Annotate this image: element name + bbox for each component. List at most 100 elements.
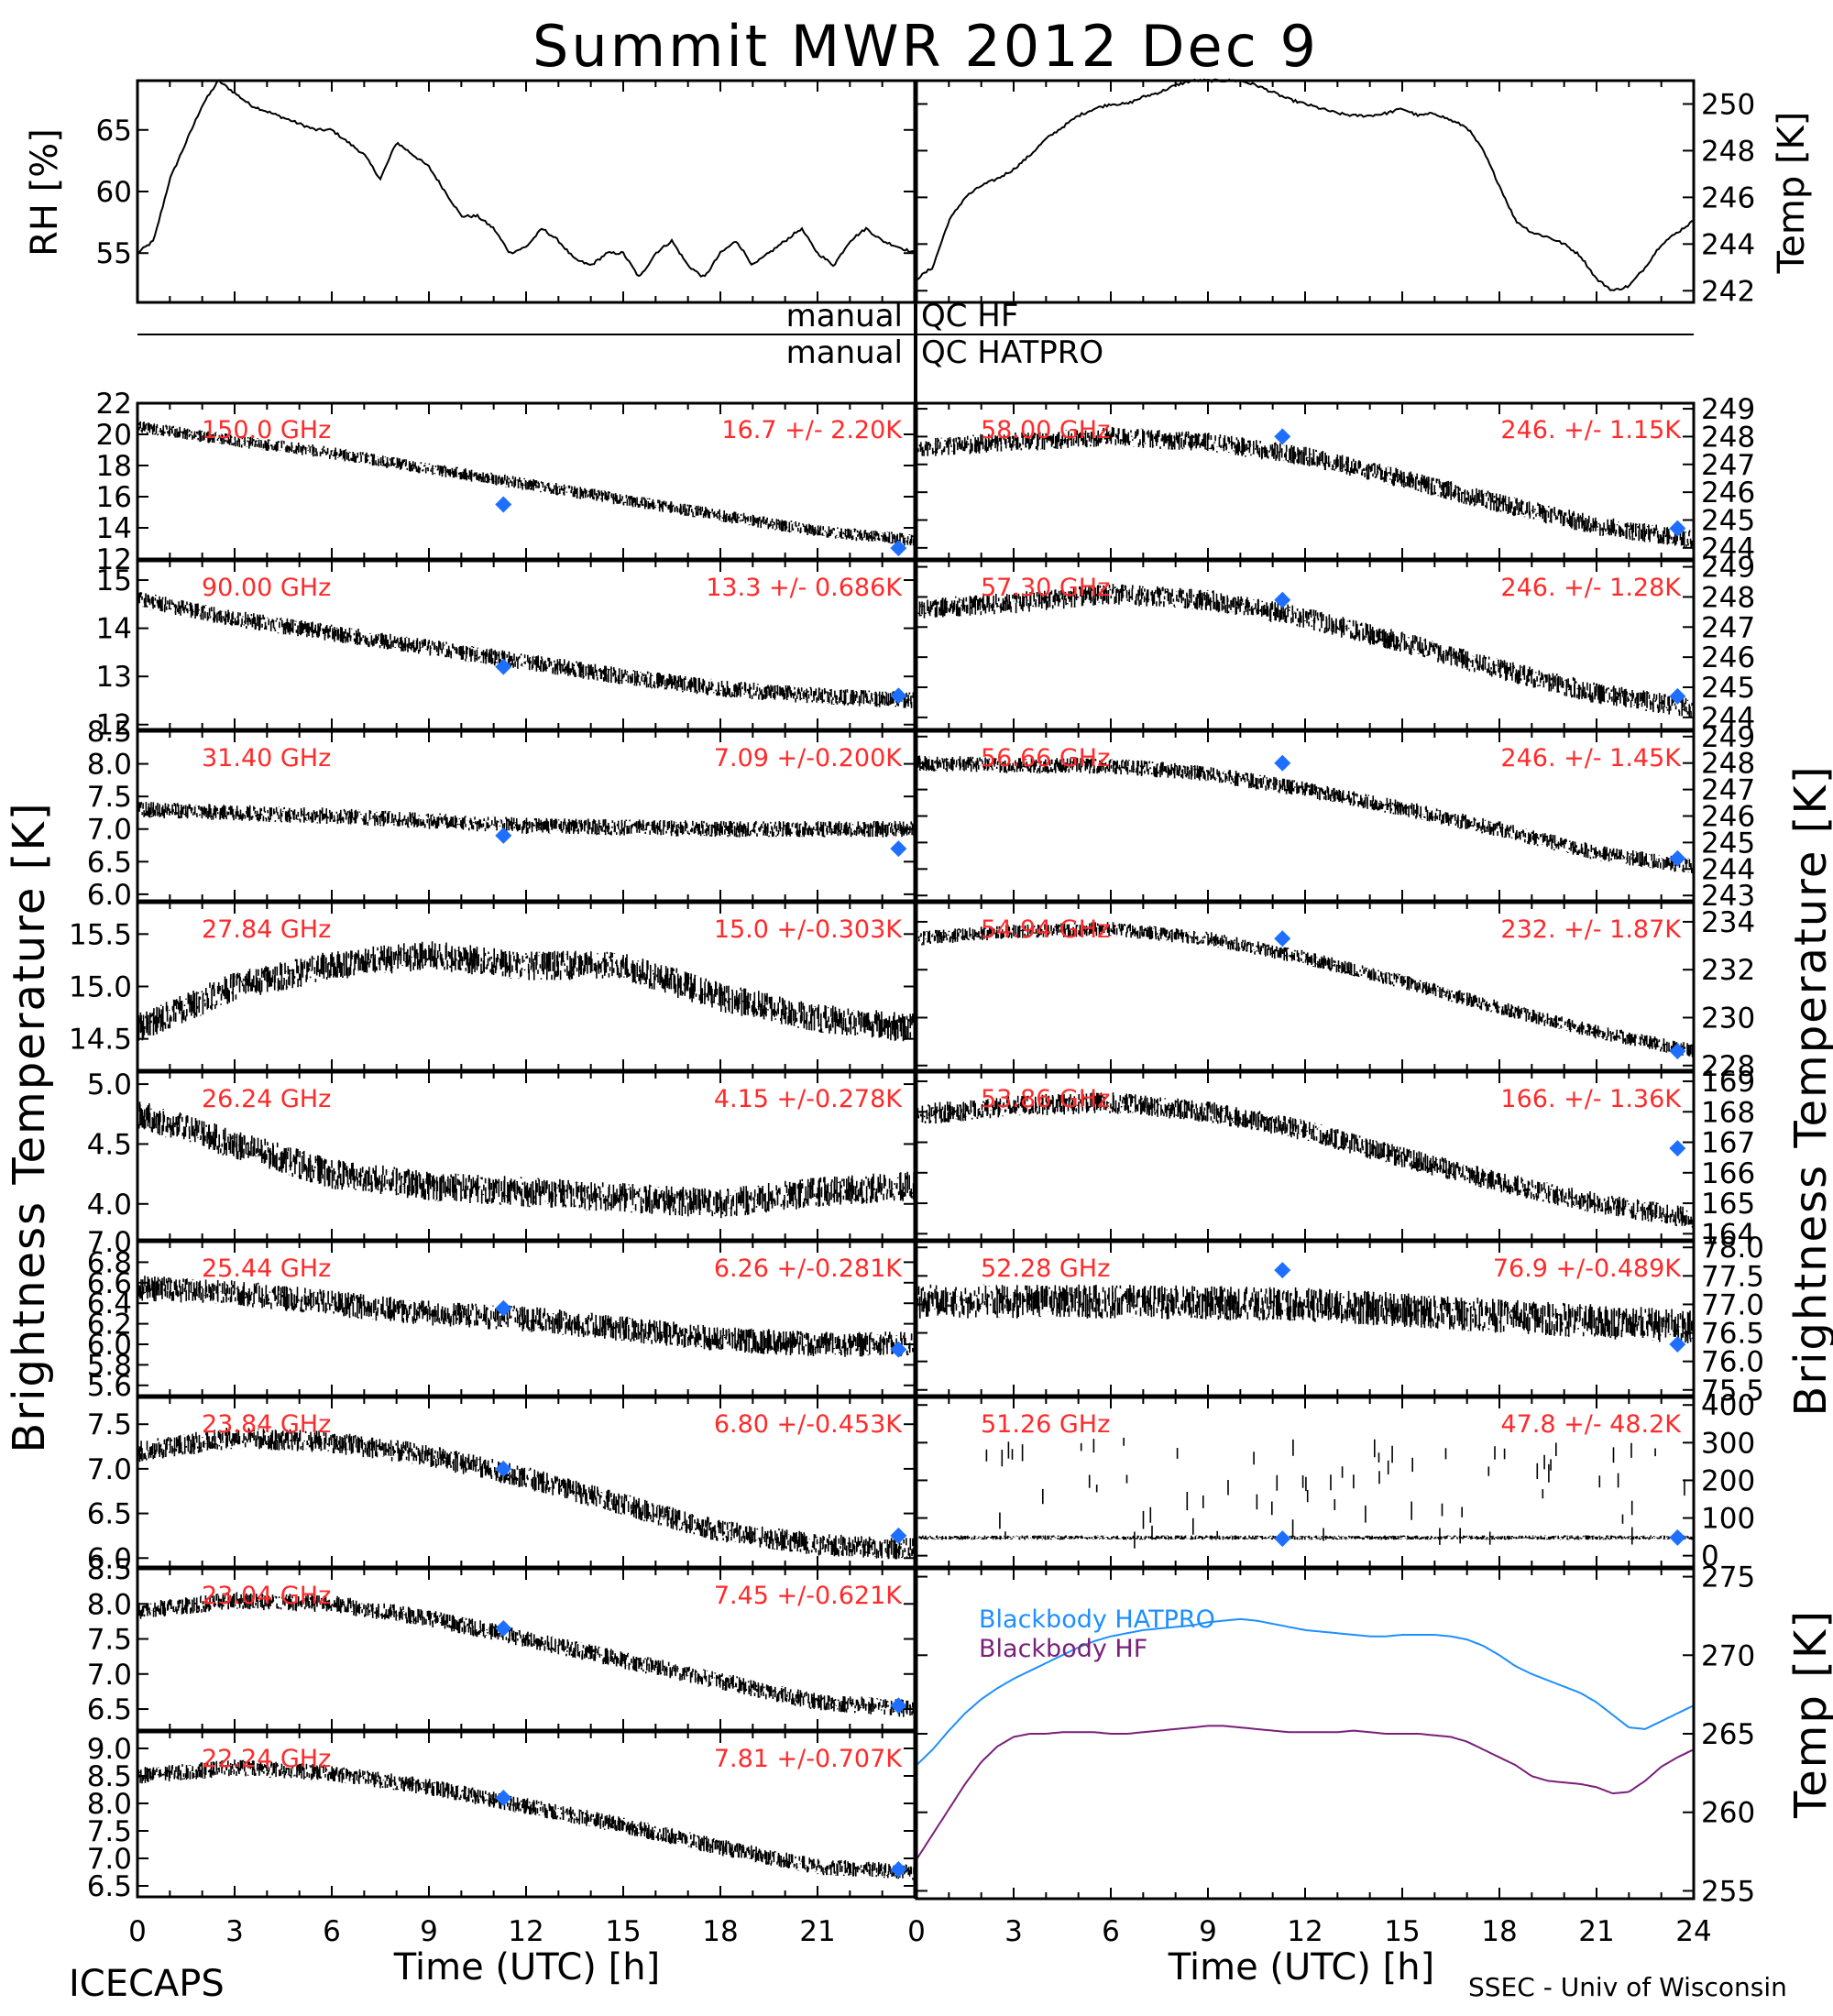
model-marker <box>1669 1043 1686 1060</box>
panel-ch-5484: 228 230 232 234 54.94 GHz 232. +/- 1.87K <box>915 901 1755 1083</box>
series-line-0 <box>137 79 916 278</box>
tb-samples <box>916 1284 1694 1343</box>
tb-samples <box>916 1437 1694 1549</box>
channel-frequency: 150.0 GHz <box>202 416 331 444</box>
y-tick-label: 6.5 <box>87 1498 132 1531</box>
channel-stat: 13.3 +/- 0.686K <box>706 574 903 602</box>
y-tick-label: 8.0 <box>87 1788 132 1821</box>
y-tick-label: 165 <box>1701 1188 1755 1221</box>
rh-axis-label: RH [%] <box>24 128 66 257</box>
model-marker <box>1669 1528 1686 1546</box>
y-tick-label: 168 <box>1701 1096 1755 1129</box>
channel-stat: 7.09 +/-0.200K <box>714 744 903 772</box>
x-tick-label-right: 0 <box>907 1915 926 1948</box>
model-marker <box>495 827 512 844</box>
x-tick-label-right: 18 <box>1481 1915 1517 1948</box>
model-marker <box>890 1861 907 1878</box>
y-tick-label: 7.0 <box>87 1843 132 1876</box>
x-tick-label-right: 9 <box>1199 1915 1217 1948</box>
tb-samples <box>137 1276 915 1357</box>
y-tick-label: 14 <box>96 613 132 646</box>
tb-samples <box>916 426 1694 548</box>
y-tick-label: 13 <box>96 661 132 694</box>
model-marker <box>495 1299 512 1317</box>
right-x-axis-label: Time (UTC) [h] <box>1168 1946 1434 1989</box>
panel-ch-2224: 6.57.07.58.08.59.0 22.24 GHz 7.81 +/-0.707… <box>87 1730 916 1903</box>
y-tick-label: 8.0 <box>87 1588 132 1621</box>
model-marker <box>1669 520 1686 537</box>
tb-samples <box>916 584 1694 718</box>
y-tick-label: 76.0 <box>1701 1346 1764 1379</box>
model-marker <box>890 840 907 858</box>
y-tick-label: 20 <box>96 419 132 452</box>
channel-stat: 4.15 +/-0.278K <box>714 1085 903 1113</box>
y-tick-label: 246 <box>1701 181 1755 214</box>
y-tick-label: 243 <box>1701 880 1755 913</box>
y-tick-label: 275 <box>1701 1561 1755 1594</box>
channel-stat: 47.8 +/- 48.2K <box>1500 1410 1682 1439</box>
model-marker <box>890 540 907 557</box>
tb-samples <box>137 1759 915 1880</box>
model-marker <box>495 1790 512 1806</box>
y-tick-label: 6.5 <box>87 846 132 879</box>
tb-samples <box>137 802 915 838</box>
model-marker <box>1669 849 1686 867</box>
y-tick-label: 244 <box>1701 532 1755 565</box>
y-tick-label: 22 <box>96 388 132 421</box>
panel-ch-2384: 6.0 6.5 7.0 7.5 23.84 GHz 6.80 +/-0.453K <box>87 1396 916 1575</box>
y-tick-label: 7.5 <box>87 1624 132 1657</box>
y-tick-label: 55 <box>96 237 132 270</box>
y-tick-label: 8.0 <box>87 749 132 782</box>
panel-rh-panel: 55 60 65 <box>96 79 916 304</box>
y-tick-label: 15 <box>96 564 132 597</box>
x-tick-label-left: 3 <box>225 1915 244 1948</box>
model-marker <box>495 1620 512 1638</box>
panel-ch-2304: 6.57.07.58.08.5 23.04 GHz 7.45 +/-0.621K <box>87 1553 916 1732</box>
channel-frequency: 57.30 GHz <box>981 574 1110 602</box>
y-tick-label: 5.6 <box>87 1370 132 1403</box>
y-tick-label: 247 <box>1701 611 1755 644</box>
panel-ch-31: 6.06.57.07.58.08.5 31.40 GHz 7.09 +/-0.200… <box>87 716 916 912</box>
tb-samples <box>916 755 1694 873</box>
y-tick-label: 265 <box>1701 1718 1755 1751</box>
qc-hatpro-label: QC HATPRO <box>921 334 1103 371</box>
qc-manual-hf: manual <box>786 298 903 334</box>
qc-manual-hatpro: manual <box>786 334 903 371</box>
model-marker <box>1274 930 1291 948</box>
model-marker <box>890 1341 907 1358</box>
y-tick-label: 249 <box>1701 721 1755 754</box>
y-tick-label: 4.5 <box>87 1128 132 1161</box>
y-tick-label: 7.0 <box>87 1226 132 1259</box>
y-tick-label: 6.6 <box>87 1267 132 1300</box>
y-tick-label: 7.5 <box>87 1408 132 1441</box>
panel-ch-2624: 4.0 4.5 5.0 26.24 GHz 4.15 +/-0.278K <box>87 1068 916 1242</box>
y-tick-label: 7.0 <box>87 1659 132 1692</box>
panel-temp-panel: 242 244 246 248 250 <box>915 78 1755 308</box>
model-marker <box>1274 754 1291 772</box>
panel-ch-2784: 14.5 15.0 15.5 27.84 GHz 15.0 +/-0.303K <box>69 901 916 1072</box>
y-tick-label: 260 <box>1701 1797 1755 1830</box>
y-tick-label: 6.0 <box>87 1329 132 1362</box>
channel-frequency: 56.66 GHz <box>981 744 1110 772</box>
panel-frame <box>915 79 1696 304</box>
y-tick-label: 7.0 <box>87 1453 132 1486</box>
panel-blackbody-panel: 255 260 265 270 275 Blackbody HATPROBlackbody… <box>915 1561 1755 1908</box>
tb-samples <box>137 1592 915 1717</box>
y-tick-label: 246 <box>1701 641 1755 674</box>
x-tick-label-left: 12 <box>508 1915 543 1948</box>
tb-samples <box>137 592 915 708</box>
y-tick-label: 6.8 <box>87 1246 132 1279</box>
x-tick-label-right: 3 <box>1004 1915 1023 1948</box>
y-tick-label: 12 <box>96 543 132 576</box>
y-tick-label: 6.0 <box>87 1542 132 1575</box>
y-tick-label: 8.5 <box>87 1553 132 1586</box>
y-tick-label: 8.5 <box>87 1760 132 1793</box>
channel-stat: 246. +/- 1.28K <box>1500 574 1682 602</box>
channel-stat: 76.9 +/-0.489K <box>1493 1255 1682 1283</box>
series-line-0 <box>916 1617 1695 1767</box>
channel-stat: 15.0 +/-0.303K <box>714 915 903 944</box>
temp-axis-label: Temp [K] <box>1771 112 1813 275</box>
channel-stat: 246. +/- 1.45K <box>1500 744 1682 772</box>
model-marker <box>495 496 512 513</box>
